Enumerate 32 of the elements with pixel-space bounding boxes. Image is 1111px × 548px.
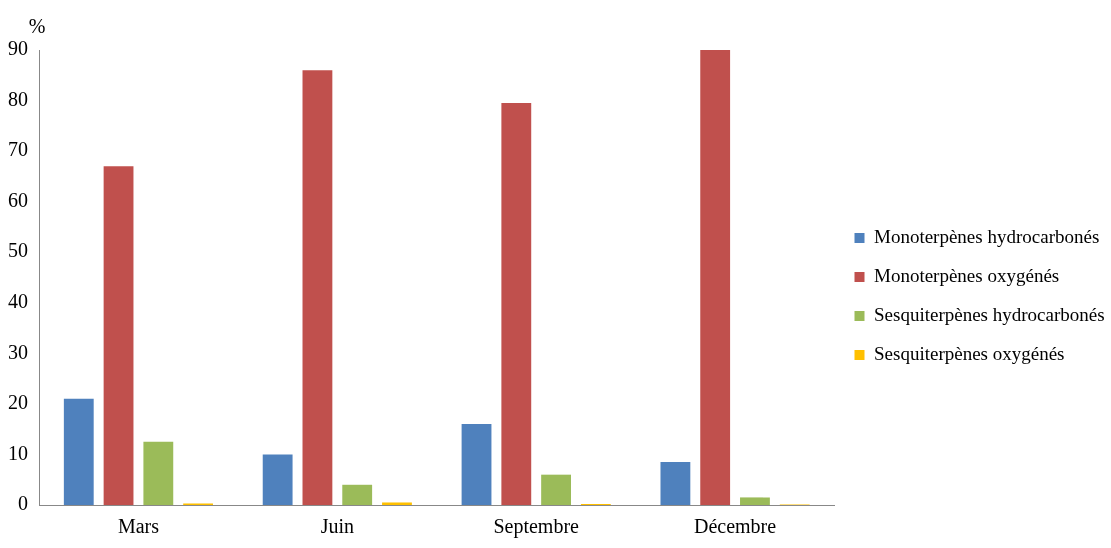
y-tick-label: 80 [8,87,28,110]
y-tick-label: 40 [8,290,28,313]
bar [461,424,492,505]
y-tick-label: 90 [8,37,28,60]
bar [740,497,770,505]
x-tick-label: Septembre [493,515,580,539]
y-tick-label: 10 [8,441,28,464]
y-tick-label: 30 [8,340,28,363]
bar [63,398,94,505]
y-tick-label: 70 [8,138,28,161]
legend-label: Monoterpènes hydrocarbonés [874,225,1100,247]
legend-label: Monoterpènes oxygénés [874,264,1060,286]
y-tick-label: 0 [18,492,28,515]
legend-label: Sesquiterpènes oxygénés [874,342,1065,364]
bar [143,441,174,505]
bar [103,166,134,505]
x-tick-label: Juin [320,515,354,538]
bar [302,70,333,505]
y-tick-label: 20 [8,391,28,414]
x-tick-label: Décembre [693,515,777,538]
y-tick-label: 50 [8,239,28,262]
bar [660,462,691,505]
bar [700,50,731,505]
y-axis-title: % [28,15,46,38]
y-tick-label: 60 [8,188,28,211]
legend-label: Sesquiterpènes hydrocarbonés [874,303,1105,325]
x-tick-label: Mars [117,515,160,538]
bar [541,474,571,505]
bar [382,502,412,505]
bar [262,454,293,505]
bar [501,103,532,505]
bar [342,484,373,505]
